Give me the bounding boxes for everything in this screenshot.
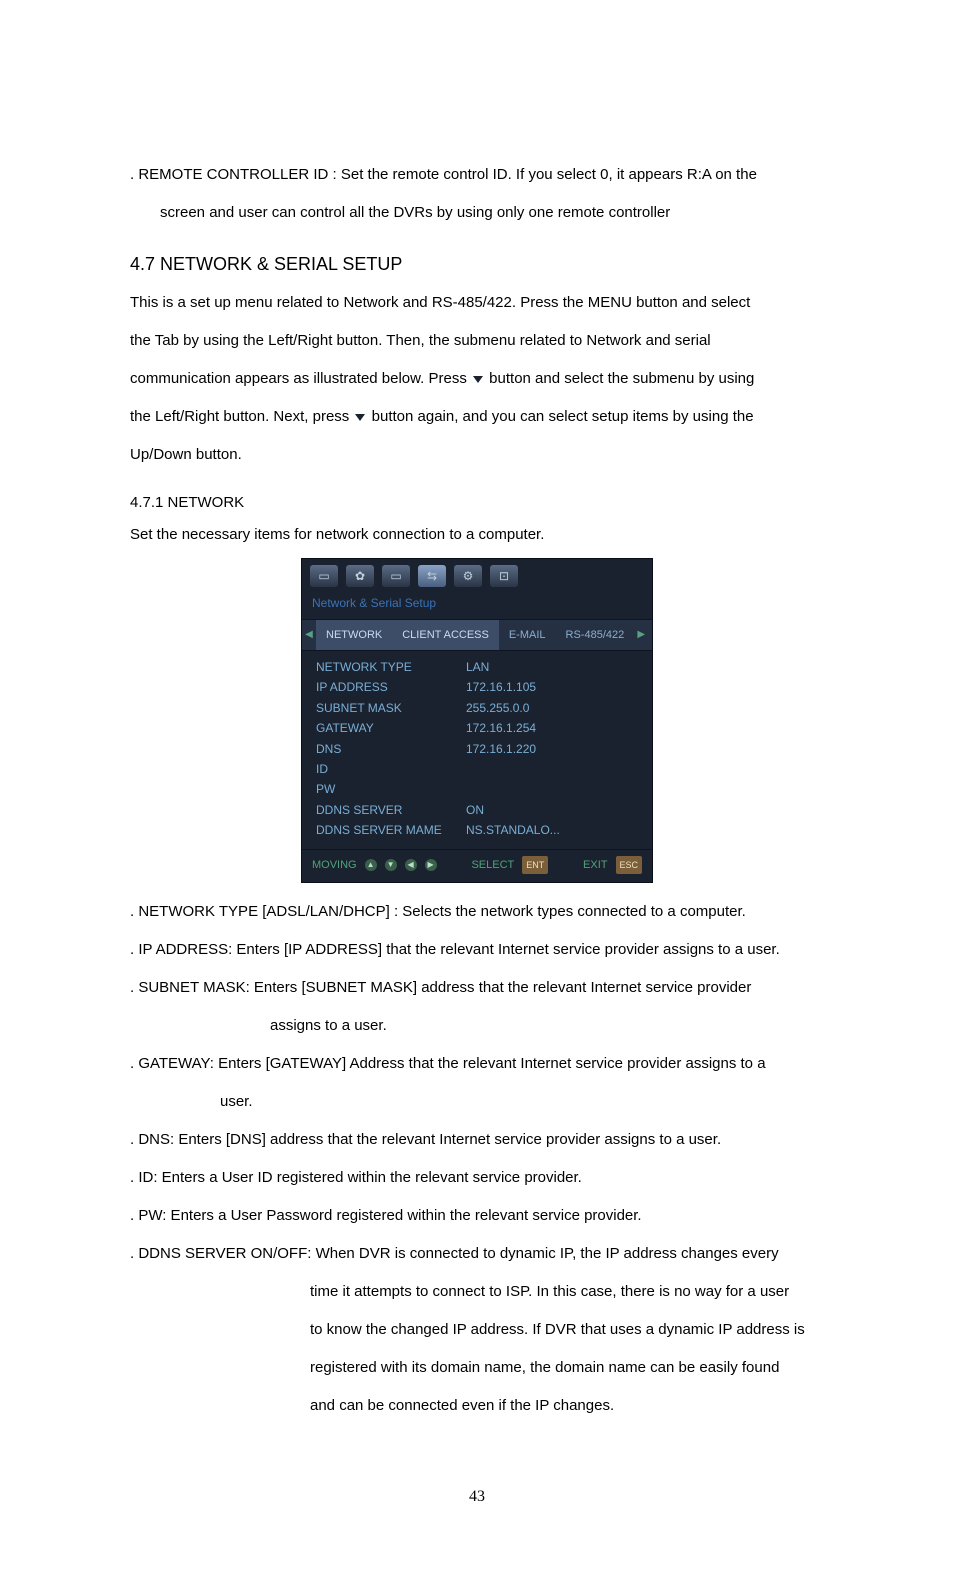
dvr-label: NETWORK TYPE — [316, 657, 466, 677]
dvr-value: NS.STANDALO... — [466, 820, 560, 840]
sub-intro: Set the necessary items for network conn… — [130, 520, 824, 550]
desc-gateway-l2: user. — [130, 1087, 824, 1117]
sub-heading: 4.7.1 NETWORK — [130, 488, 824, 518]
desc-ddns-l5: and can be connected even if the IP chan… — [130, 1391, 824, 1421]
intro-line1: This is a set up menu related to Network… — [130, 288, 824, 318]
tab-email[interactable]: E-MAIL — [499, 620, 556, 650]
intro-line3: communication appears as illustrated bel… — [130, 364, 824, 394]
dvr-value: 255.255.0.0 — [466, 698, 529, 718]
dvr-footer: MOVING ▲ ▼ ◀ ▶ SELECT ENT EXIT ESC — [302, 849, 652, 882]
dvr-row-pw[interactable]: PW — [316, 779, 638, 799]
desc-ddns-l4: registered with its domain name, the dom… — [130, 1353, 824, 1383]
intro-line2: the Tab by using the Left/Right button. … — [130, 326, 824, 356]
dvr-label: DDNS SERVER MAME — [316, 820, 466, 840]
remote-controller-line2: screen and user can control all the DVRs… — [130, 198, 824, 228]
dvr-value: 172.16.1.254 — [466, 718, 536, 738]
footer-moving-label: MOVING — [312, 854, 357, 876]
dvr-row-ddns-server-name[interactable]: DDNS SERVER MAME NS.STANDALO... — [316, 820, 638, 840]
tab-arrow-left-icon[interactable]: ◀ — [302, 625, 316, 645]
desc-ip-address: . IP ADDRESS: Enters [IP ADDRESS] that t… — [130, 935, 824, 965]
direction-up-icon: ▲ — [365, 859, 377, 871]
desc-ddns-l1: . DDNS SERVER ON/OFF: When DVR is connec… — [130, 1239, 824, 1269]
direction-down-icon: ▼ — [385, 859, 397, 871]
dvr-value: 172.16.1.105 — [466, 677, 536, 697]
dvr-label: DDNS SERVER — [316, 800, 466, 820]
dvr-value: LAN — [466, 657, 489, 677]
dvr-body: NETWORK TYPE LAN IP ADDRESS 172.16.1.105… — [302, 651, 652, 849]
dvr-label: IP ADDRESS — [316, 677, 466, 697]
dvr-top-icon-4[interactable]: ⇆ — [418, 565, 446, 587]
intro-line4b: button again, and you can select setup i… — [367, 408, 753, 425]
dvr-row-gateway[interactable]: GATEWAY 172.16.1.254 — [316, 718, 638, 738]
document-page: . REMOTE CONTROLLER ID : Set the remote … — [0, 0, 954, 1573]
chevron-down-icon — [355, 414, 365, 421]
tab-client-access[interactable]: CLIENT ACCESS — [392, 620, 499, 650]
ent-key-icon: ENT — [522, 856, 548, 874]
esc-key-icon: ESC — [616, 856, 643, 874]
dvr-label: ID — [316, 759, 466, 779]
intro-line4: the Left/Right button. Next, press butto… — [130, 402, 824, 432]
dvr-row-dns[interactable]: DNS 172.16.1.220 — [316, 739, 638, 759]
desc-id: . ID: Enters a User ID registered within… — [130, 1163, 824, 1193]
page-number: 43 — [130, 1481, 824, 1513]
intro-line3a: communication appears as illustrated bel… — [130, 370, 471, 387]
dvr-label: SUBNET MASK — [316, 698, 466, 718]
direction-right-icon: ▶ — [425, 859, 437, 871]
remote-controller-line1: . REMOTE CONTROLLER ID : Set the remote … — [130, 160, 824, 190]
dvr-row-ip-address[interactable]: IP ADDRESS 172.16.1.105 — [316, 677, 638, 697]
dvr-top-icons: ▭ ✿ ▭ ⇆ ⚙ ⊡ — [302, 559, 652, 589]
intro-line4a: the Left/Right button. Next, press — [130, 408, 353, 425]
dvr-top-icon-3[interactable]: ▭ — [382, 565, 410, 587]
footer-exit-label: EXIT — [583, 854, 607, 876]
dvr-top-icon-2[interactable]: ✿ — [346, 565, 374, 587]
footer-select-label: SELECT — [471, 854, 514, 876]
chevron-down-icon — [473, 376, 483, 383]
dvr-value: ON — [466, 800, 484, 820]
dvr-row-ddns-server[interactable]: DDNS SERVER ON — [316, 800, 638, 820]
dvr-row-subnet-mask[interactable]: SUBNET MASK 255.255.0.0 — [316, 698, 638, 718]
desc-ddns-l2: time it attempts to connect to ISP. In t… — [130, 1277, 824, 1307]
dvr-row-network-type[interactable]: NETWORK TYPE LAN — [316, 657, 638, 677]
dvr-tabs: ◀ NETWORK CLIENT ACCESS E-MAIL RS-485/42… — [302, 619, 652, 651]
tab-rs485[interactable]: RS-485/422 — [556, 620, 635, 650]
direction-left-icon: ◀ — [405, 859, 417, 871]
dvr-row-id[interactable]: ID — [316, 759, 638, 779]
tab-network[interactable]: NETWORK — [316, 620, 392, 650]
dvr-window-title: Network & Serial Setup — [302, 589, 652, 619]
desc-ddns-l3: to know the changed IP address. If DVR t… — [130, 1315, 824, 1345]
desc-gateway-l1: . GATEWAY: Enters [GATEWAY] Address that… — [130, 1049, 824, 1079]
desc-subnet-l1: . SUBNET MASK: Enters [SUBNET MASK] addr… — [130, 973, 824, 1003]
dvr-menu-box: ▭ ✿ ▭ ⇆ ⚙ ⊡ Network & Serial Setup ◀ NET… — [301, 558, 653, 883]
desc-dns: . DNS: Enters [DNS] address that the rel… — [130, 1125, 824, 1155]
desc-network-type: . NETWORK TYPE [ADSL/LAN/DHCP] : Selects… — [130, 897, 824, 927]
dvr-label: GATEWAY — [316, 718, 466, 738]
desc-pw: . PW: Enters a User Password registered … — [130, 1201, 824, 1231]
dvr-top-icon-1[interactable]: ▭ — [310, 565, 338, 587]
dvr-top-icon-5[interactable]: ⚙ — [454, 565, 482, 587]
dvr-screenshot-wrap: ▭ ✿ ▭ ⇆ ⚙ ⊡ Network & Serial Setup ◀ NET… — [130, 558, 824, 883]
tab-arrow-right-icon[interactable]: ▶ — [634, 625, 648, 645]
desc-subnet-l2: assigns to a user. — [130, 1011, 824, 1041]
dvr-top-icon-6[interactable]: ⊡ — [490, 565, 518, 587]
section-heading: 4.7 NETWORK & SERIAL SETUP — [130, 246, 824, 282]
intro-line5: Up/Down button. — [130, 440, 824, 470]
intro-line3b: button and select the submenu by using — [485, 370, 754, 387]
dvr-label: DNS — [316, 739, 466, 759]
dvr-label: PW — [316, 779, 466, 799]
dvr-value: 172.16.1.220 — [466, 739, 536, 759]
